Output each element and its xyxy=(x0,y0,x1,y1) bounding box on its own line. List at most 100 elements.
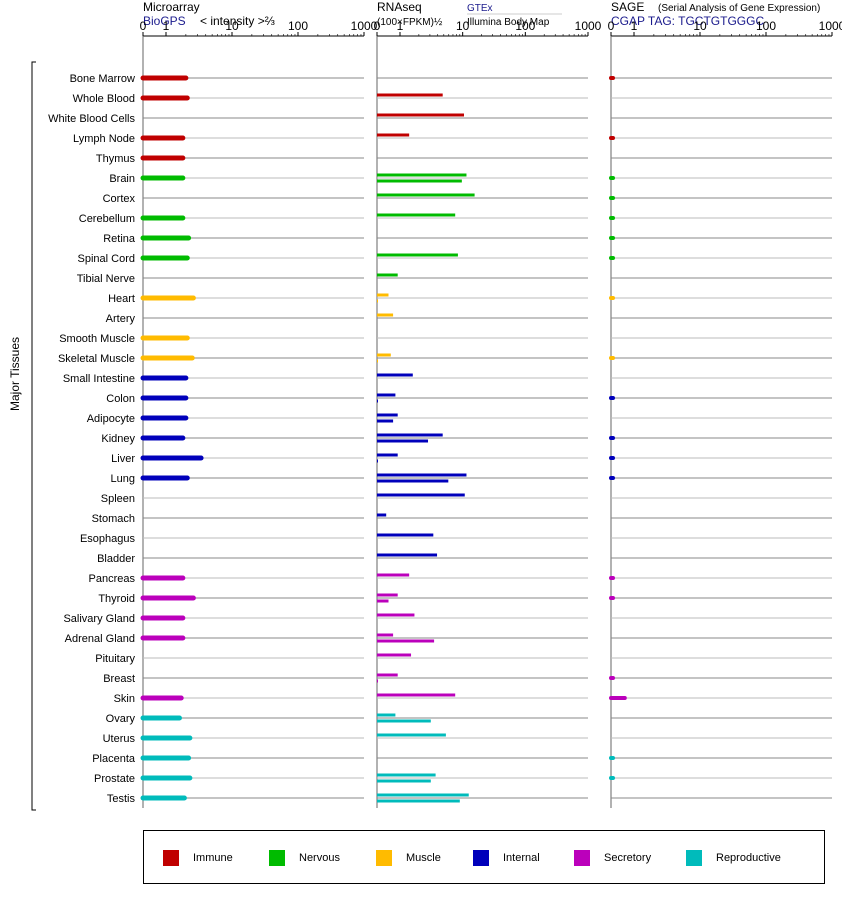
gtex-bar xyxy=(377,373,413,377)
gtex-bar xyxy=(377,793,469,797)
gtex-bar xyxy=(377,773,436,777)
gtex-bar xyxy=(377,553,438,557)
rnaseq-tick-label: 10 xyxy=(456,19,470,33)
tissue-label: Whole Blood xyxy=(73,93,135,105)
legend-label: Muscle xyxy=(406,852,441,864)
tissue-label: Stomach xyxy=(92,513,135,525)
tissue-label: Pancreas xyxy=(89,573,136,585)
legend-label: Reproductive xyxy=(716,852,781,864)
tissue-label: Placenta xyxy=(92,753,136,765)
tissue-label: Liver xyxy=(111,453,135,465)
gtex-bar xyxy=(377,433,443,437)
gtex-bar xyxy=(377,313,394,317)
microarray-source[interactable]: BioGPS xyxy=(143,14,186,28)
tissue-label: Uterus xyxy=(103,733,136,745)
gtex-bar xyxy=(377,113,464,117)
tissue-label: Ovary xyxy=(106,713,136,725)
illumina-bar xyxy=(377,459,378,463)
gtex-bar xyxy=(377,213,456,217)
tissue-label: Spleen xyxy=(101,493,135,505)
illumina-bar xyxy=(377,799,460,803)
illumina-bar xyxy=(377,399,378,403)
gtex-bar xyxy=(377,713,396,717)
gtex-bar xyxy=(377,693,456,697)
microarray-tick-label: 1000 xyxy=(351,19,378,33)
legend-item-secretory: Secretory xyxy=(574,850,651,866)
gtex-bar xyxy=(377,513,387,517)
tissue-label: Breast xyxy=(103,673,135,685)
gtex-bar xyxy=(377,133,410,137)
rnaseq-tick-label: 100 xyxy=(515,19,535,33)
legend-swatch xyxy=(473,850,489,866)
illumina-bar xyxy=(377,359,378,363)
rnaseq-tick-label: 0 xyxy=(374,19,381,33)
tissue-label: Salivary Gland xyxy=(63,613,135,625)
microarray-tick-label: 0 xyxy=(140,19,147,33)
rnaseq-title: RNAseq xyxy=(377,0,422,14)
sage-source[interactable]: CGAP TAG: TGCTGTGGGC xyxy=(611,14,764,28)
legend-label: Nervous xyxy=(299,852,340,864)
sage-description: (Serial Analysis of Gene Expression) xyxy=(658,3,820,14)
tissue-label: Bladder xyxy=(97,553,135,565)
gtex-bar xyxy=(377,493,465,497)
gtex-bar xyxy=(377,593,398,597)
tissue-label: Spinal Cord xyxy=(78,253,135,265)
microarray-tick-label: 1 xyxy=(163,19,170,33)
gtex-bar xyxy=(377,633,394,637)
sage-tick-label: 0 xyxy=(608,19,615,33)
tissue-label: Skeletal Muscle xyxy=(58,353,135,365)
gtex-bar xyxy=(377,733,446,737)
legend-swatch xyxy=(163,850,179,866)
rnaseq-source-illumina: Illumina Body Map xyxy=(467,17,550,28)
sage-tick-label: 10 xyxy=(693,19,707,33)
gtex-bar xyxy=(377,293,389,297)
tissue-label: Esophagus xyxy=(80,533,136,545)
gtex-bar xyxy=(377,273,398,277)
tissue-label: Smooth Muscle xyxy=(59,333,135,345)
tissue-label: Brain xyxy=(109,173,135,185)
tissue-label: Cortex xyxy=(103,193,136,205)
tissue-label: Cerebellum xyxy=(79,213,135,225)
gtex-bar xyxy=(377,673,398,677)
illumina-bar xyxy=(377,179,462,183)
tissue-label: Skin xyxy=(114,693,135,705)
tissue-label: White Blood Cells xyxy=(48,113,135,125)
legend-item-immune: Immune xyxy=(163,850,233,866)
gtex-bar xyxy=(377,173,467,177)
gtex-bar xyxy=(377,453,398,457)
gtex-bar xyxy=(377,253,458,257)
tissue-label: Pituitary xyxy=(95,653,135,665)
y-axis-label: Major Tissues xyxy=(8,337,22,411)
legend-swatch xyxy=(376,850,392,866)
legend-swatch xyxy=(574,850,590,866)
tissue-label: Adrenal Gland xyxy=(65,633,135,645)
tissue-label: Thymus xyxy=(96,153,136,165)
illumina-bar xyxy=(377,719,431,723)
illumina-bar xyxy=(377,679,378,683)
gtex-bar xyxy=(377,193,475,197)
gtex-bar xyxy=(377,413,398,417)
legend-item-reproductive: Reproductive xyxy=(686,850,781,866)
legend-item-internal: Internal xyxy=(473,850,540,866)
gtex-bar xyxy=(377,353,391,357)
illumina-bar xyxy=(377,439,429,443)
legend-swatch xyxy=(686,850,702,866)
rnaseq-source-gtex[interactable]: GTEx xyxy=(467,3,493,14)
gtex-bar xyxy=(377,613,415,617)
tissue-label: Colon xyxy=(106,393,135,405)
rnaseq-tick-label: 1000 xyxy=(575,19,602,33)
tissue-label: Lung xyxy=(111,473,135,485)
tissue-label: Adipocyte xyxy=(87,413,135,425)
tissue-label: Prostate xyxy=(94,773,135,785)
microarray-unit: < intensity >⅔ xyxy=(200,14,275,28)
tissue-label: Retina xyxy=(103,233,136,245)
tissue-bracket xyxy=(31,61,36,811)
tissue-label: Small Intestine xyxy=(63,373,135,385)
legend-item-muscle: Muscle xyxy=(376,850,441,866)
gtex-bar xyxy=(377,393,396,397)
illumina-bar xyxy=(377,639,435,643)
tissue-label: Testis xyxy=(107,793,136,805)
microarray-tick-label: 100 xyxy=(288,19,308,33)
legend-label: Immune xyxy=(193,852,233,864)
